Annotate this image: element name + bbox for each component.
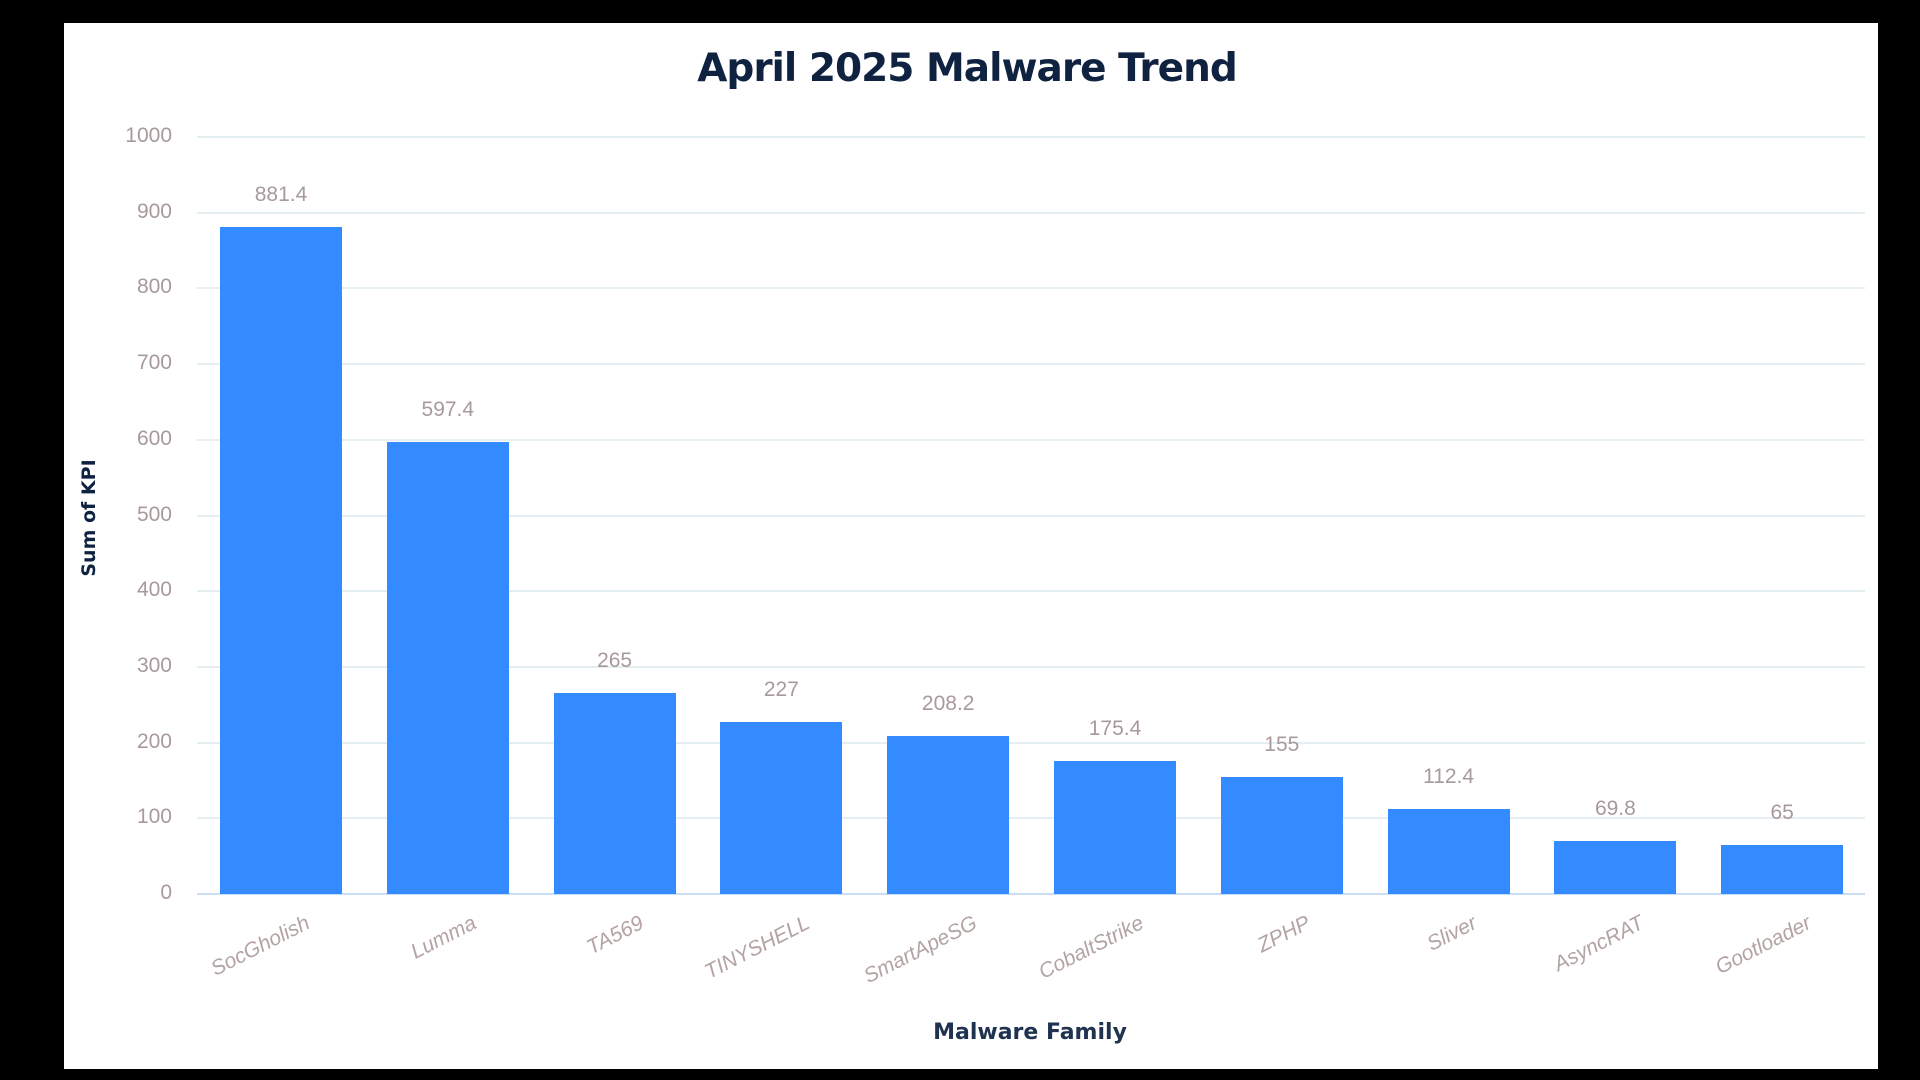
- data-label: 69.8: [1594, 797, 1636, 821]
- y-tick-label: 400: [136, 578, 172, 602]
- y-tick-label: 800: [136, 275, 172, 299]
- bar-zphp: [1220, 776, 1343, 894]
- y-tick-label: 500: [136, 502, 172, 526]
- data-label: 881.4: [254, 182, 308, 206]
- data-label: 175.4: [1088, 717, 1142, 741]
- x-tick-label: TINYSHELL: [701, 911, 814, 984]
- bar-lumma: [386, 441, 509, 894]
- x-tick-label: ZPHP: [1253, 911, 1315, 958]
- y-tick-label: 900: [136, 199, 172, 223]
- bar-gootloader: [1721, 844, 1844, 894]
- data-label: 112.4: [1423, 764, 1475, 788]
- data-label: 208.2: [921, 692, 975, 716]
- x-tick-label: SmartApeSG: [859, 911, 981, 988]
- x-tick-label: Lumma: [407, 911, 481, 964]
- gridline: [197, 211, 1865, 214]
- gridline: [197, 817, 1865, 820]
- data-label: 155: [1264, 732, 1300, 756]
- y-tick-label: 600: [136, 426, 172, 450]
- data-label: 265: [597, 649, 633, 673]
- gridline: [197, 665, 1865, 668]
- x-tick-label: TA569: [582, 911, 647, 960]
- y-tick-label: 300: [136, 653, 172, 677]
- bar-socgholish: [220, 226, 342, 894]
- chart-title: April 2025 Malware Trend: [697, 46, 1238, 91]
- gridline: [197, 741, 1865, 744]
- gridline: [197, 287, 1865, 290]
- gridline: [197, 438, 1865, 441]
- bar-sliver: [1387, 808, 1510, 894]
- bar-ta569: [553, 693, 676, 894]
- gridline: [197, 136, 1865, 138]
- x-axis-line: [197, 893, 1865, 895]
- gridline: [197, 363, 1865, 366]
- y-axis-title: Sum of KPI: [78, 459, 100, 577]
- y-tick-label: 1000: [125, 124, 172, 147]
- y-tick-label: 200: [136, 729, 172, 753]
- x-tick-label: Gootloader: [1711, 911, 1815, 979]
- y-tick-label: 0: [160, 881, 172, 904]
- gridline: [197, 514, 1865, 517]
- gridline: [197, 590, 1865, 593]
- bar-cobaltstrike: [1054, 761, 1176, 894]
- x-tick-label: CobaltStrike: [1035, 911, 1148, 984]
- data-label: 597.4: [421, 397, 475, 421]
- y-tick-label: 700: [136, 351, 172, 375]
- x-tick-label: Sliver: [1423, 911, 1481, 956]
- x-tick-label: AsyncRAT: [1550, 911, 1648, 977]
- data-label: 65: [1770, 800, 1794, 824]
- x-tick-label: SocGholish: [207, 911, 314, 981]
- data-label: 227: [763, 678, 799, 702]
- bar-tinyshell: [720, 722, 843, 894]
- bar-asyncrat: [1554, 841, 1677, 894]
- y-tick-label: 100: [136, 805, 172, 829]
- x-axis-title: Malware Family: [933, 1020, 1127, 1045]
- bar-smartapesg: [887, 736, 1010, 894]
